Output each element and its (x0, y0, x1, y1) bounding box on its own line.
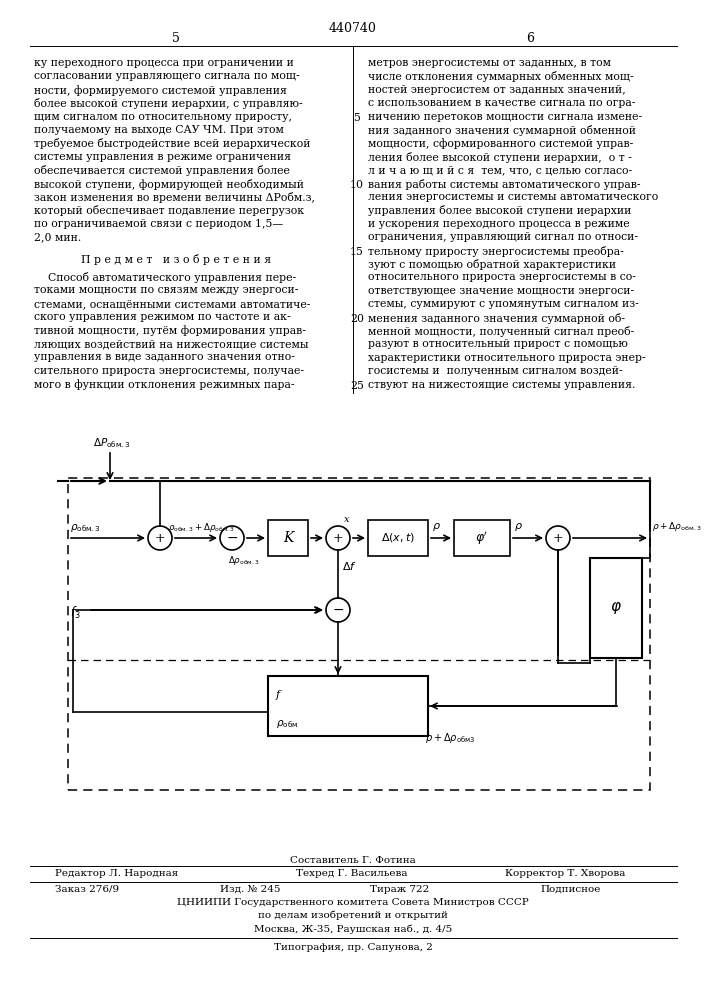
Text: системы управления в режиме ограничения: системы управления в режиме ограничения (34, 152, 291, 162)
Bar (268, 676, 428, 736)
Text: $\rho$: $\rho$ (514, 521, 523, 533)
Text: щим сигналом по относительному приросту,: щим сигналом по относительному приросту, (34, 112, 292, 122)
Text: $\Delta P_{\rm обм.3}$: $\Delta P_{\rm обм.3}$ (93, 436, 131, 450)
Text: закон изменения во времени величины ΔPобм.з,: закон изменения во времени величины ΔPоб… (34, 192, 315, 203)
Text: 6: 6 (526, 32, 534, 45)
Text: Заказ 276/9: Заказ 276/9 (55, 885, 119, 894)
Text: ответствующее значение мощности энергоси-: ответствующее значение мощности энергоси… (368, 286, 634, 296)
Text: $f_3$: $f_3$ (70, 605, 81, 621)
Text: ЦНИИПИ Государственного комитета Совета Министров СССР: ЦНИИПИ Государственного комитета Совета … (177, 898, 529, 907)
Text: $\varphi'$: $\varphi'$ (475, 529, 489, 547)
Text: разуют в относительный прирост с помощью: разуют в относительный прирост с помощью (368, 339, 628, 349)
Text: характеристики относительного прироста энер-: характеристики относительного прироста э… (368, 353, 645, 363)
Text: ния заданного значения суммарной обменной: ния заданного значения суммарной обменно… (368, 125, 636, 136)
Text: Изд. № 245: Изд. № 245 (220, 885, 281, 894)
Text: Техред Г. Васильева: Техред Г. Васильева (296, 869, 407, 878)
Text: относительного прироста энергосистемы в со-: относительного прироста энергосистемы в … (368, 272, 636, 282)
Bar (368, 520, 428, 556)
Text: +: + (155, 532, 165, 544)
Text: согласовании управляющего сигнала по мощ-: согласовании управляющего сигнала по мощ… (34, 71, 300, 81)
Text: управления более высокой ступени иерархии: управления более высокой ступени иерархи… (368, 205, 631, 216)
Text: −: − (332, 603, 344, 617)
Text: вания работы системы автоматического управ-: вания работы системы автоматического упр… (368, 179, 641, 190)
Text: Москва, Ж-35, Раушская наб., д. 4/5: Москва, Ж-35, Раушская наб., д. 4/5 (254, 924, 452, 934)
Text: $\rho+\Delta\rho_{\rm обм3}$: $\rho+\Delta\rho_{\rm обм3}$ (425, 731, 475, 745)
Text: ствуют на нижестоящие системы управления.: ствуют на нижестоящие системы управления… (368, 380, 636, 390)
Text: $\Delta f$: $\Delta f$ (342, 560, 357, 572)
Text: и ускорения переходного процесса в режиме: и ускорения переходного процесса в режим… (368, 219, 630, 229)
Text: сительного прироста энергосистемы, получае-: сительного прироста энергосистемы, получ… (34, 366, 304, 376)
Text: ления энергосистемы и системы автоматического: ления энергосистемы и системы автоматиче… (368, 192, 658, 202)
Text: $\rho$: $\rho$ (432, 521, 441, 533)
Text: x: x (344, 515, 349, 524)
Text: обеспечивается системой управления более: обеспечивается системой управления более (34, 165, 290, 176)
Text: высокой ступени, формирующей необходимый: высокой ступени, формирующей необходимый (34, 179, 304, 190)
Bar (268, 520, 308, 556)
Text: $\Delta\rho_{\rm обм.3}$: $\Delta\rho_{\rm обм.3}$ (228, 554, 259, 567)
Text: ления более высокой ступени иерархии,  о т -: ления более высокой ступени иерархии, о … (368, 152, 632, 163)
Text: ничению перетоков мощности сигнала измене-: ничению перетоков мощности сигнала измен… (368, 112, 642, 122)
Text: $\rho_{\rm обм}$: $\rho_{\rm обм}$ (276, 718, 298, 730)
Text: 10: 10 (350, 180, 364, 190)
Bar (590, 558, 642, 658)
Text: 440740: 440740 (329, 22, 377, 35)
Text: ности, формируемого системой управления: ности, формируемого системой управления (34, 85, 287, 96)
Text: управления в виде заданного значения отно-: управления в виде заданного значения отн… (34, 352, 295, 362)
Text: 5: 5 (172, 32, 180, 45)
Text: числе отклонения суммарных обменных мощ-: числе отклонения суммарных обменных мощ- (368, 71, 633, 82)
Text: K: K (283, 531, 293, 545)
Text: токами мощности по связям между энергоси-: токами мощности по связям между энергоси… (34, 285, 298, 295)
Text: Корректор Т. Хворова: Корректор Т. Хворова (505, 869, 626, 878)
Text: $\rho+\Delta\rho_{\rm обм.3}$: $\rho+\Delta\rho_{\rm обм.3}$ (652, 520, 702, 533)
Text: госистемы и  полученным сигналом воздей-: госистемы и полученным сигналом воздей- (368, 366, 623, 376)
Text: с использованием в качестве сигнала по огра-: с использованием в качестве сигнала по о… (368, 98, 636, 108)
Text: ку переходного процесса при ограничении и: ку переходного процесса при ограничении … (34, 58, 294, 68)
Text: 2,0 мин.: 2,0 мин. (34, 232, 81, 242)
Text: требуемое быстродействие всей иерархической: требуемое быстродействие всей иерархичес… (34, 138, 310, 149)
Bar (68, 478, 650, 790)
Text: 20: 20 (350, 314, 364, 324)
Bar (454, 520, 510, 556)
Text: Типография, пр. Сапунова, 2: Типография, пр. Сапунова, 2 (274, 943, 433, 952)
Text: метров энергосистемы от заданных, в том: метров энергосистемы от заданных, в том (368, 58, 611, 68)
Text: тельному приросту энергосистемы преобра-: тельному приросту энергосистемы преобра- (368, 246, 624, 257)
Text: −: − (226, 531, 238, 545)
Text: более высокой ступени иерархии, с управляю-: более высокой ступени иерархии, с управл… (34, 98, 303, 109)
Text: по делам изобретений и открытий: по делам изобретений и открытий (258, 911, 448, 920)
Text: менения заданного значения суммарной об-: менения заданного значения суммарной об- (368, 313, 625, 324)
Text: +: + (333, 532, 344, 544)
Text: ляющих воздействий на нижестоящие системы: ляющих воздействий на нижестоящие систем… (34, 339, 308, 349)
Text: по ограничиваемой связи с периодом 1,5—: по ограничиваемой связи с периодом 1,5— (34, 219, 284, 229)
Text: П р е д м е т   и з о б р е т е н и я: П р е д м е т и з о б р е т е н и я (81, 254, 271, 265)
Text: ограничения, управляющий сигнал по относи-: ограничения, управляющий сигнал по относ… (368, 232, 638, 242)
Text: мого в функции отклонения режимных пара-: мого в функции отклонения режимных пара- (34, 379, 295, 390)
Text: Редактор Л. Народная: Редактор Л. Народная (55, 869, 178, 878)
Text: ского управления режимом по частоте и ак-: ского управления режимом по частоте и ак… (34, 312, 291, 322)
Text: 15: 15 (350, 247, 364, 257)
Text: 25: 25 (350, 381, 364, 391)
Text: который обеспечивает подавление перегрузок: который обеспечивает подавление перегруз… (34, 205, 304, 216)
Text: Составитель Г. Фотина: Составитель Г. Фотина (290, 856, 416, 865)
Text: ностей энергосистем от заданных значений,: ностей энергосистем от заданных значений… (368, 85, 626, 95)
Text: Подписное: Подписное (540, 885, 600, 894)
Text: $\rho_{\rm обм.3}$: $\rho_{\rm обм.3}$ (70, 522, 101, 534)
Text: менной мощности, полученный сигнал преоб-: менной мощности, полученный сигнал преоб… (368, 326, 634, 337)
Text: стемами, оснащёнными системами автоматиче-: стемами, оснащёнными системами автоматич… (34, 299, 310, 309)
Text: $\rho_{\rm обм.3}+\Delta\rho_{\rm обм.3}$: $\rho_{\rm обм.3}+\Delta\rho_{\rm обм.3}… (168, 521, 235, 534)
Text: $\varphi$: $\varphi$ (610, 600, 622, 616)
Text: Тираж 722: Тираж 722 (370, 885, 429, 894)
Text: f: f (276, 690, 280, 700)
Text: +: + (553, 532, 563, 544)
Text: получаемому на выходе САУ ЧМ. При этом: получаемому на выходе САУ ЧМ. При этом (34, 125, 284, 135)
Text: л и ч а ю щ и й с я  тем, что, с целью согласо-: л и ч а ю щ и й с я тем, что, с целью со… (368, 165, 632, 175)
Text: 5: 5 (354, 113, 361, 123)
Text: мощности, сформированного системой управ-: мощности, сформированного системой управ… (368, 138, 633, 149)
Text: $\Delta(x,t)$: $\Delta(x,t)$ (381, 532, 415, 544)
Text: стемы, суммируют с упомянутым сигналом из-: стемы, суммируют с упомянутым сигналом и… (368, 299, 638, 309)
Text: зуют с помощью обратной характеристики: зуют с помощью обратной характеристики (368, 259, 616, 270)
Text: тивной мощности, путём формирования управ-: тивной мощности, путём формирования упра… (34, 326, 306, 336)
Text: Способ автоматического управления пере-: Способ автоматического управления пере- (34, 272, 296, 283)
